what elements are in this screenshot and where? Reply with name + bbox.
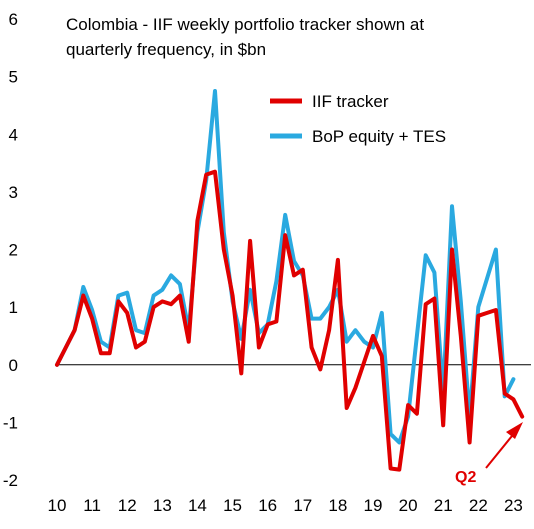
q2-annotation-arrowhead bbox=[506, 422, 523, 439]
y-tick-label: 3 bbox=[9, 183, 18, 202]
x-tick-label: 19 bbox=[364, 496, 383, 515]
q2-annotation-label: Q2 bbox=[455, 469, 476, 486]
q2-annotation-arrow-shaft bbox=[485, 430, 517, 469]
x-tick-label: 14 bbox=[188, 496, 207, 515]
x-tick-label: 10 bbox=[48, 496, 67, 515]
y-tick-label: 5 bbox=[9, 68, 18, 87]
chart-title-line-2: quarterly frequency, in $bn bbox=[66, 40, 266, 59]
x-tick-label: 13 bbox=[153, 496, 172, 515]
x-tick-label: 16 bbox=[258, 496, 277, 515]
y-tick-label: 4 bbox=[9, 125, 18, 144]
y-axis-ticks: -2 -1 0 1 2 3 4 5 6 bbox=[3, 10, 18, 490]
y-tick-label: 6 bbox=[9, 10, 18, 29]
y-tick-label: 2 bbox=[9, 241, 18, 260]
legend-label-iif-tracker: IIF tracker bbox=[312, 92, 389, 111]
x-tick-label: 22 bbox=[469, 496, 488, 515]
chart-title-line-1: Colombia - IIF weekly portfolio tracker … bbox=[66, 15, 424, 34]
x-tick-label: 17 bbox=[293, 496, 312, 515]
x-tick-label: 11 bbox=[83, 496, 101, 515]
y-tick-label: -2 bbox=[3, 471, 18, 490]
series-layer bbox=[55, 89, 525, 472]
q2-annotation: Q2 bbox=[455, 422, 523, 486]
x-tick-label: 18 bbox=[328, 496, 347, 515]
x-tick-label: 12 bbox=[118, 496, 137, 515]
y-tick-label: 0 bbox=[9, 356, 18, 375]
x-axis-ticks: 10 11 12 13 14 15 16 17 18 19 20 21 22 23 bbox=[48, 496, 523, 515]
legend-label-bop-equity-tes: BoP equity + TES bbox=[312, 127, 446, 146]
x-tick-label: 20 bbox=[399, 496, 418, 515]
x-tick-label: 23 bbox=[504, 496, 523, 515]
y-tick-label: -1 bbox=[3, 413, 18, 432]
x-tick-label: 21 bbox=[434, 496, 453, 515]
x-tick-label: 15 bbox=[223, 496, 242, 515]
series-line-iif-tracker bbox=[55, 169, 525, 472]
y-tick-label: 1 bbox=[9, 298, 18, 317]
legend: IIF tracker BoP equity + TES bbox=[270, 92, 446, 146]
